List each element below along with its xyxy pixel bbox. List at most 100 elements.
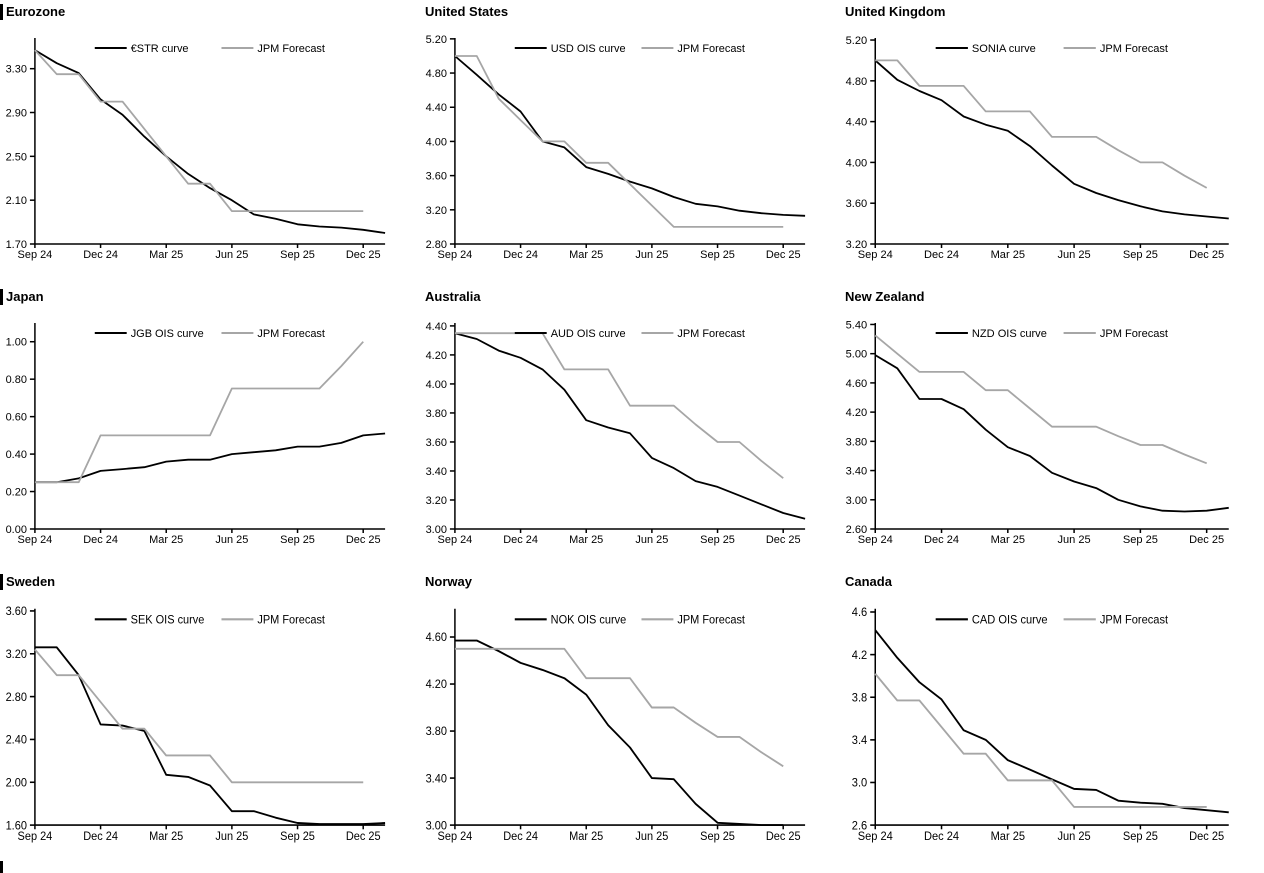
- eurozone-plot: 1.70 2.10 2.50 2.90 3.30 Sep 24 Dec 24 Mar 25 Ju…: [6, 38, 386, 261]
- ois-curve-line: [874, 354, 1229, 513]
- legend-label: NOK OIS curve: [551, 614, 627, 626]
- y-tick-label: 4.40: [426, 321, 447, 333]
- x-tick-label: Dec 24: [503, 534, 538, 546]
- x-tick-label: Dec 25: [1189, 831, 1224, 843]
- x-tick-label: Dec 24: [83, 534, 118, 546]
- y-tick-label: 4.20: [846, 407, 868, 419]
- x-tick-label: Sep 25: [280, 249, 315, 261]
- x-tick-label: Dec 25: [766, 831, 801, 843]
- x-tick-label: Mar 25: [569, 249, 603, 261]
- x-tick-label: Dec 25: [346, 534, 381, 546]
- legend-label: SEK OIS curve: [131, 614, 205, 626]
- chart-title: New Zealand: [845, 289, 925, 304]
- x-tick-label: Sep 24: [438, 249, 473, 261]
- y-tick-label: 0.00: [6, 524, 27, 536]
- y-tick-label: 1.60: [6, 820, 27, 832]
- legend-label: JGB OIS curve: [131, 328, 204, 340]
- chart-cell-canada: Canada 2.6 3.0 3.4 3.8 4.2 4.6 Sep 24 Dec 24 Mar…: [840, 570, 1264, 873]
- x-tick-label: Dec 24: [503, 249, 538, 261]
- ois-curve-line: [874, 59, 1229, 220]
- y-tick-label: 0.60: [6, 412, 27, 424]
- x-tick-label: Mar 25: [569, 831, 603, 843]
- y-tick-label: 2.50: [6, 151, 27, 163]
- y-tick-label: 5.40: [846, 319, 868, 331]
- x-tick-label: Sep 24: [438, 831, 473, 843]
- x-tick-label: Mar 25: [149, 831, 183, 843]
- y-tick-label: 3.4: [852, 735, 867, 747]
- x-tick-label: Dec 24: [503, 831, 538, 843]
- x-tick-label: Mar 25: [149, 249, 183, 261]
- x-tick-label: Mar 25: [149, 534, 183, 546]
- chart-title-row: Eurozone: [0, 0, 420, 22]
- x-tick-label: Dec 25: [766, 534, 801, 546]
- legend-label: JPM Forecast: [1100, 328, 1168, 340]
- x-tick-label: Jun 25: [215, 831, 248, 843]
- y-tick-label: 4.60: [426, 632, 447, 644]
- ois-curve-line: [34, 49, 386, 234]
- y-tick-label: 3.60: [426, 171, 447, 183]
- y-tick-label: 0.80: [6, 374, 27, 386]
- legend-label: NZD OIS curve: [972, 328, 1047, 340]
- y-tick-label: 3.80: [426, 726, 447, 738]
- y-tick-label: 3.60: [6, 606, 27, 618]
- x-tick-label: Sep 24: [18, 534, 53, 546]
- y-tick-label: 3.20: [6, 649, 27, 661]
- chart-title: Eurozone: [6, 4, 66, 19]
- chart-title: United Kingdom: [845, 4, 946, 19]
- new-zealand-plot: 2.60 3.00 3.40 3.80 4.20 4.60 5.00 5.40 Sep 24 De…: [846, 319, 1229, 546]
- x-tick-label: Sep 25: [700, 831, 735, 843]
- legend-label: JPM Forecast: [257, 43, 325, 55]
- y-tick-label: 4.40: [426, 102, 447, 114]
- canada-plot: 2.6 3.0 3.4 3.8 4.2 4.6 Sep 24 Dec 24 Mar 25 Jun …: [852, 607, 1229, 843]
- legend-label: AUD OIS curve: [551, 328, 626, 340]
- chart-title-row: Australia: [420, 285, 840, 307]
- x-tick-label: Jun 25: [215, 249, 248, 261]
- forecast-line: [454, 332, 784, 479]
- y-tick-label: 3.30: [6, 64, 27, 76]
- y-tick-label: 3.20: [426, 495, 447, 507]
- chart-title: Sweden: [6, 574, 56, 589]
- x-tick-label: Dec 25: [1189, 534, 1224, 546]
- y-tick-label: 3.00: [426, 524, 447, 536]
- x-tick-label: Sep 25: [700, 249, 735, 261]
- y-tick-label: 4.00: [426, 136, 447, 148]
- chart-cell-sweden: Sweden 1.60 2.00 2.40 2.80 3.20 3.60 Sep 24 Dec…: [0, 570, 420, 873]
- y-tick-label: 2.40: [6, 734, 27, 746]
- chart-cell-new-zealand: New Zealand 2.60 3.00 3.40 3.80 4.20 4.60 5.00…: [840, 285, 1264, 570]
- y-tick-label: 3.80: [846, 436, 868, 448]
- y-tick-label: 0.40: [6, 449, 27, 461]
- x-tick-label: Jun 25: [1057, 534, 1090, 546]
- y-tick-label: 4.20: [426, 679, 447, 691]
- y-tick-label: 3.40: [846, 466, 868, 478]
- ois-curve-line: [874, 629, 1229, 814]
- y-tick-label: 3.00: [846, 495, 868, 507]
- chart-title-row: New Zealand: [840, 285, 1264, 307]
- x-tick-label: Jun 25: [1057, 831, 1090, 843]
- y-tick-label: 2.80: [6, 692, 27, 704]
- chart-title: Australia: [425, 289, 481, 304]
- x-tick-label: Sep 24: [858, 831, 893, 843]
- forecast-line: [874, 334, 1208, 465]
- x-tick-label: Jun 25: [635, 831, 668, 843]
- chart-cell-norway: Norway 3.00 3.40 3.80 4.20 4.60 Sep 24 Dec 24 M…: [420, 570, 840, 873]
- chart-cell-united-states: United States 2.80 3.20 3.60 4.00 4.40 4.80 5.…: [420, 0, 840, 285]
- y-tick-label: 2.60: [846, 524, 868, 536]
- y-tick-label: 3.8: [852, 692, 867, 704]
- ois-curve-line: [34, 646, 386, 825]
- legend-label: JPM Forecast: [1100, 614, 1169, 626]
- forecast-line: [34, 49, 364, 213]
- australia-plot: 3.00 3.20 3.40 3.60 3.80 4.00 4.20 4.40 Sep 24 De…: [426, 321, 806, 546]
- x-tick-label: Sep 25: [1123, 534, 1158, 546]
- forecast-line: [454, 647, 784, 768]
- y-tick-label: 5.00: [846, 349, 868, 361]
- forecast-line: [34, 341, 364, 484]
- x-tick-label: Dec 24: [924, 831, 959, 843]
- chart-cell-japan: Japan 0.00 0.20 0.40 0.60 0.80 1.00 Sep 24 Dec …: [0, 285, 420, 570]
- chart-cell-united-kingdom: United Kingdom 3.20 3.60 4.00 4.40 4.80 5.20 S…: [840, 0, 1264, 285]
- y-tick-label: 4.80: [426, 68, 447, 80]
- y-tick-label: 3.20: [846, 239, 868, 251]
- y-tick-label: 2.10: [6, 195, 27, 207]
- y-tick-label: 2.80: [426, 239, 447, 251]
- chart-title: United States: [425, 4, 509, 19]
- y-tick-label: 3.00: [426, 820, 447, 832]
